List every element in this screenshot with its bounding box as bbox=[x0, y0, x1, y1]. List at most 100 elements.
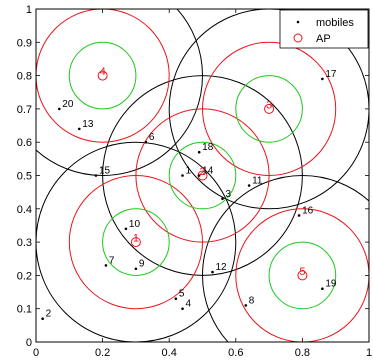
y-tick-label: 0.7 bbox=[17, 104, 32, 116]
y-tick-label: 0.6 bbox=[17, 137, 32, 149]
mobile-label: 1 bbox=[186, 166, 192, 177]
outer-coverage-circle-ap-4 bbox=[36, 9, 203, 176]
ap-label: 1 bbox=[133, 233, 139, 245]
mobile-7: 7 bbox=[104, 255, 115, 267]
ap-5: 5 bbox=[297, 266, 308, 281]
mobile-label: 4 bbox=[186, 299, 192, 310]
mobile-label: 8 bbox=[249, 295, 255, 306]
x-tick-label: 0 bbox=[33, 347, 39, 359]
mobile-16: 16 bbox=[297, 205, 314, 217]
mobile-dot bbox=[77, 127, 81, 131]
mobile-label: 20 bbox=[62, 99, 74, 110]
y-tick-label: 0.8 bbox=[17, 71, 32, 83]
middle-coverage-circle-ap-4 bbox=[36, 9, 170, 143]
mobile-dot bbox=[124, 227, 128, 231]
mobile-dot bbox=[211, 270, 214, 274]
x-tick-label: 1 bbox=[366, 347, 372, 359]
mobile-label: 18 bbox=[202, 142, 214, 153]
mobile-4: 4 bbox=[181, 299, 192, 311]
mobile-8: 8 bbox=[244, 295, 255, 307]
inner-coverage-circle-ap-1 bbox=[102, 208, 170, 276]
ap-label: 5 bbox=[299, 266, 305, 278]
y-tick-label: 0.5 bbox=[17, 171, 32, 183]
mobile-label: 11 bbox=[252, 175, 263, 186]
mobile-dot bbox=[321, 287, 324, 291]
mobile-12: 12 bbox=[211, 262, 227, 274]
middle-coverage-circle-ap-3 bbox=[202, 41, 337, 176]
mobile-19: 19 bbox=[321, 279, 337, 291]
legend-ap-label: AP bbox=[316, 33, 331, 45]
mobile-dot bbox=[58, 107, 61, 111]
mobile-dot bbox=[94, 174, 98, 177]
ap-marker bbox=[130, 237, 141, 248]
mobile-5: 5 bbox=[174, 289, 185, 301]
ap-label: 4 bbox=[100, 66, 106, 78]
mobile-dot bbox=[297, 214, 301, 217]
axes: 0 0.2 0.4 0.6 0.8 100.10.20.30.40.50.60.70.80… bbox=[17, 4, 372, 359]
inner-coverage-circle-ap-3 bbox=[235, 75, 303, 143]
mobile-label: 6 bbox=[149, 132, 155, 143]
x-tick-label: 0.6 bbox=[228, 347, 243, 359]
y-tick-label: 0.1 bbox=[17, 304, 32, 316]
y-tick-label: 0.4 bbox=[17, 204, 32, 216]
mobile-label: 2 bbox=[46, 309, 52, 320]
mobile-dot bbox=[134, 267, 138, 271]
coverage-circles bbox=[36, 9, 369, 342]
x-tick-label: 0.2 bbox=[95, 347, 110, 359]
mobile-label: 14 bbox=[202, 166, 214, 177]
mobile-label: 12 bbox=[215, 262, 227, 273]
mobile-6: 6 bbox=[144, 132, 155, 144]
ap-marker bbox=[297, 270, 308, 281]
mobile-label: 3 bbox=[225, 189, 231, 200]
legend-ap-marker bbox=[293, 33, 303, 43]
mobile-3: 3 bbox=[221, 189, 231, 201]
mobile-dot bbox=[104, 264, 108, 267]
outer-coverage-circle-ap-3 bbox=[168, 9, 369, 210]
outer-coverage-circle-ap-1 bbox=[36, 141, 237, 342]
mobile-dot bbox=[321, 77, 324, 81]
mobile-dot bbox=[144, 140, 148, 144]
mobile-dot bbox=[181, 307, 184, 311]
mobile-label: 15 bbox=[99, 166, 111, 177]
mobile-dot bbox=[244, 304, 248, 307]
x-tick-label: 0.4 bbox=[162, 347, 177, 359]
outer-coverage-circle-ap-5 bbox=[202, 175, 369, 342]
mobile-10: 10 bbox=[124, 219, 140, 231]
mobile-17: 17 bbox=[321, 69, 337, 81]
ap-1: 1 bbox=[130, 233, 141, 248]
x-tick-label: 0.8 bbox=[295, 347, 310, 359]
ap-label: 3 bbox=[266, 99, 272, 111]
mobile-label: 17 bbox=[325, 69, 337, 80]
mobile-label: 16 bbox=[302, 205, 314, 216]
mobile-label: 5 bbox=[179, 289, 185, 300]
ap-3: 3 bbox=[264, 99, 275, 114]
legend-box bbox=[279, 9, 369, 49]
legend-mobile-marker bbox=[296, 20, 300, 24]
mobile-label: 9 bbox=[139, 259, 145, 270]
y-tick-label: 1 bbox=[26, 4, 32, 16]
mobile-1: 1 bbox=[181, 166, 192, 177]
y-tick-label: 0.2 bbox=[17, 270, 32, 282]
inner-coverage-circle-ap-2 bbox=[168, 141, 237, 210]
mobile-14: 14 bbox=[197, 166, 214, 177]
mobile-label: 7 bbox=[109, 255, 115, 266]
legend: mobiles AP bbox=[279, 9, 369, 49]
ap-marker bbox=[97, 70, 108, 81]
ap-4: 4 bbox=[97, 66, 108, 81]
legend-mobiles-label: mobiles bbox=[316, 17, 354, 29]
mobile-11: 11 bbox=[247, 175, 263, 187]
mobile-9: 9 bbox=[134, 259, 145, 271]
inner-coverage-circle-ap-4 bbox=[68, 41, 137, 110]
mobile-dot bbox=[197, 174, 201, 177]
mobile-dot bbox=[197, 150, 201, 154]
y-tick-label: 0.9 bbox=[17, 37, 32, 49]
mobile-2: 2 bbox=[41, 309, 52, 320]
ap-label: 2 bbox=[200, 166, 206, 178]
mobile-label: 19 bbox=[325, 279, 337, 290]
mobile-15: 15 bbox=[94, 166, 111, 177]
y-tick-label: 0 bbox=[26, 337, 32, 349]
mobile-20: 20 bbox=[58, 99, 74, 111]
